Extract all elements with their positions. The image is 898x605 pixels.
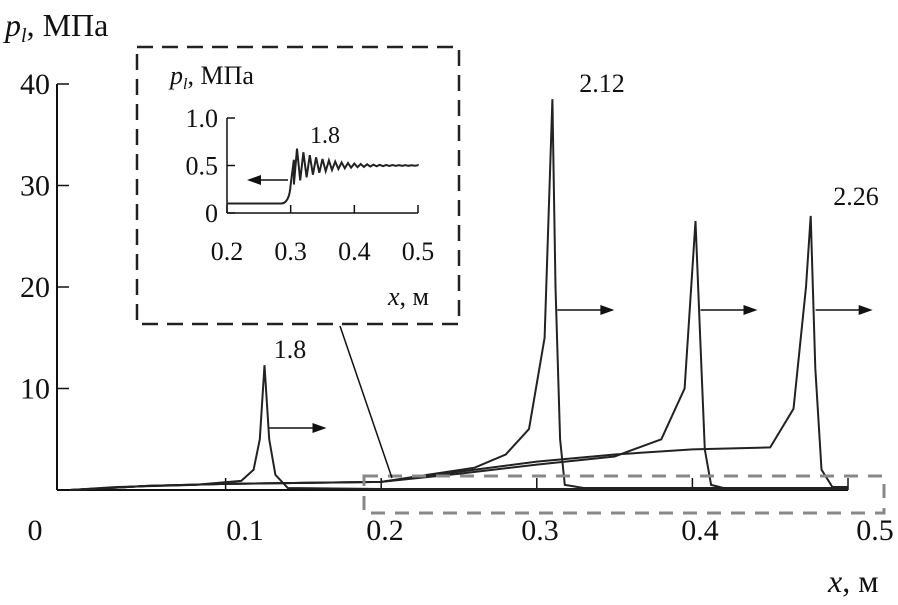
inset-series-label: 1.8 [310, 123, 340, 149]
arrow-head [743, 305, 758, 315]
inset-x-tick-label: 0.5 [402, 237, 435, 266]
x-tick-label: 0.3 [521, 514, 559, 547]
y-tick-label: 30 [20, 170, 50, 203]
inset-x-axis-label: x, м [387, 282, 429, 311]
arrow-head [600, 305, 615, 315]
inset-y-tick-label: 1.0 [186, 104, 219, 133]
series-label: 2.26 [833, 182, 879, 211]
inset-y-axis-label: pl, МПа [168, 61, 254, 93]
inset-x-tick-label: 0.3 [274, 237, 307, 266]
series-label: 2.12 [579, 69, 625, 98]
inset-frame [135, 45, 461, 326]
y-tick-label: 20 [20, 271, 50, 304]
y-tick-label: 40 [20, 68, 50, 101]
x-tick-label: 0.5 [856, 514, 894, 547]
y-tick-label: 10 [20, 373, 50, 406]
x-tick-label: 0 [28, 514, 43, 547]
inset-x-tick-label: 0.2 [211, 237, 244, 266]
arrow-head [858, 305, 873, 315]
series-line-2.26 [69, 215, 848, 491]
x-axis-label: x, м [827, 563, 878, 599]
zoom-region [362, 474, 886, 515]
inset-y-tick-label: 0 [205, 199, 218, 228]
series-label: 1.8 [274, 335, 307, 364]
x-tick-label: 0.4 [681, 514, 719, 547]
inset-y-tick-label: 0.5 [186, 152, 219, 181]
inset-series-line [227, 148, 419, 205]
inset-arrow-head [247, 175, 261, 185]
x-tick-label: 0.2 [366, 514, 404, 547]
y-axis-label: pl, МПа [3, 7, 108, 47]
zoom-connector [339, 325, 393, 479]
x-tick-label: 0.1 [226, 514, 264, 547]
inset-x-tick-label: 0.4 [338, 237, 371, 266]
arrow-head [312, 423, 327, 433]
